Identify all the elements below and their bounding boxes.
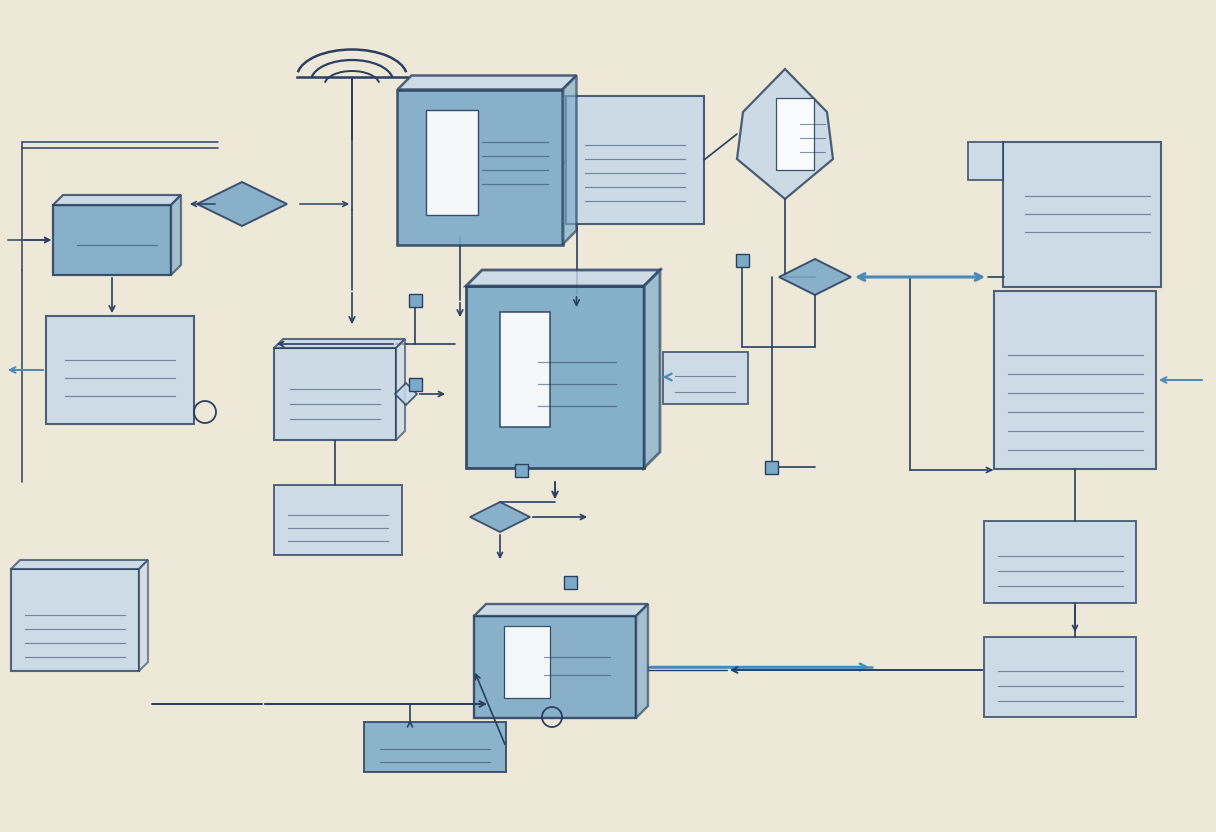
Polygon shape [644, 270, 660, 468]
Polygon shape [398, 76, 576, 90]
Bar [474, 616, 636, 718]
Polygon shape [274, 339, 405, 348]
Bar [500, 311, 550, 427]
Bar [736, 254, 749, 266]
Polygon shape [737, 69, 833, 199]
Bar [776, 98, 814, 170]
Polygon shape [968, 141, 1003, 180]
Bar [563, 576, 576, 588]
Polygon shape [471, 502, 530, 532]
Bar [409, 378, 422, 390]
Bar [503, 626, 550, 698]
Polygon shape [139, 560, 148, 671]
Polygon shape [474, 604, 648, 616]
Bar [984, 637, 1136, 717]
Bar [274, 348, 396, 440]
Bar [426, 110, 478, 215]
Bar [398, 90, 563, 245]
Polygon shape [563, 76, 576, 245]
Polygon shape [395, 383, 417, 405]
Bar [766, 460, 778, 473]
Polygon shape [171, 195, 181, 275]
Polygon shape [466, 270, 660, 286]
Bar [11, 569, 139, 671]
Bar [54, 205, 171, 275]
Bar [516, 463, 529, 477]
Bar [274, 485, 402, 555]
Polygon shape [197, 182, 287, 226]
Bar [565, 96, 704, 224]
Bar [1003, 141, 1161, 286]
Bar [466, 286, 644, 468]
Bar [993, 291, 1156, 469]
Polygon shape [636, 604, 648, 718]
Bar [46, 316, 195, 424]
Polygon shape [11, 560, 148, 569]
Bar [364, 722, 506, 772]
Polygon shape [54, 195, 181, 205]
Bar [663, 352, 748, 404]
Polygon shape [396, 339, 405, 440]
Bar [409, 294, 422, 306]
Polygon shape [779, 259, 851, 295]
Bar [984, 521, 1136, 603]
